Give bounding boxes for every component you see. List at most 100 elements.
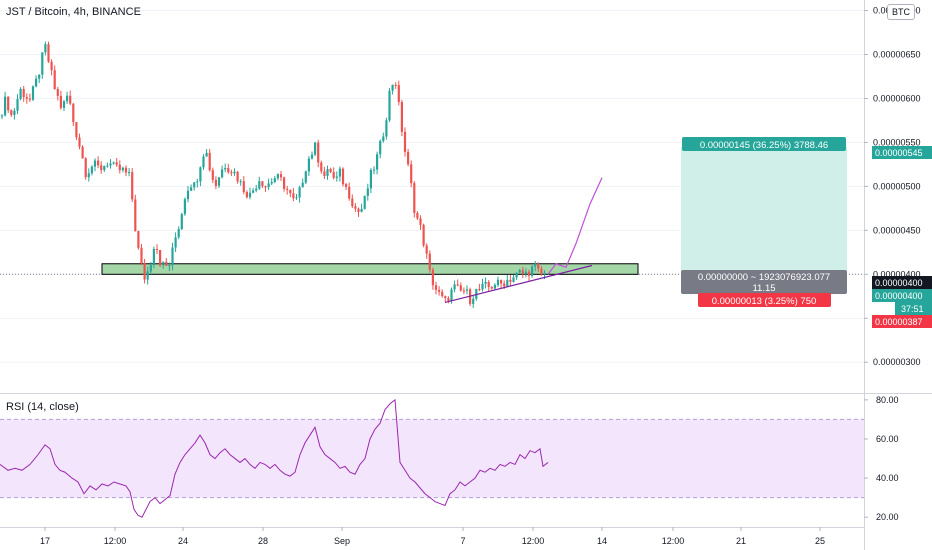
candle-body	[459, 285, 462, 291]
price-tick-label: 0.00000550	[873, 137, 921, 147]
candle-body	[44, 44, 47, 53]
candle-body	[310, 154, 314, 159]
candle-body	[493, 284, 496, 289]
candle-body	[118, 164, 121, 171]
candle-body	[475, 288, 478, 299]
candle-body	[109, 163, 112, 166]
rsi-axis[interactable]: 20.00 40.00 60.00 80.00	[864, 395, 899, 522]
candle-body	[115, 162, 118, 165]
candle-body	[450, 289, 453, 301]
candle-body	[438, 289, 441, 292]
candle-body	[171, 247, 174, 266]
candle-body	[462, 290, 465, 292]
price-tick-label: 0.00000500	[873, 181, 921, 191]
support-zone	[101, 263, 639, 275]
trend-drawings	[444, 177, 603, 304]
candle-body	[236, 171, 239, 182]
candle-body	[298, 187, 301, 198]
candle-body	[385, 120, 388, 137]
candle-body	[326, 169, 329, 177]
candle-body	[245, 192, 248, 198]
candle-body	[534, 263, 537, 267]
time-tick-label: 12:00	[104, 536, 127, 546]
long-position-tool	[681, 146, 847, 286]
countdown-tag-bg	[895, 302, 932, 315]
candle-body	[372, 169, 376, 171]
candle-body	[500, 279, 503, 284]
candle-body	[53, 70, 56, 90]
candle-body	[35, 78, 38, 87]
candle-body	[264, 186, 267, 188]
price-tick-label: 0.00000400	[873, 269, 921, 279]
candle-body	[180, 214, 183, 230]
entry-label-line1: 0.00000000 ~ 1923076923.077	[698, 272, 830, 283]
candle-body	[422, 224, 425, 246]
time-axis[interactable]: 17 12:00 24 28 Sep 7 12:00 14 12:00 21 25	[40, 527, 825, 546]
candle-body	[50, 61, 53, 71]
candle-body	[403, 131, 407, 152]
candle-body	[69, 95, 72, 104]
price-tick-label: 0.00000450	[873, 225, 921, 235]
candle-body	[382, 136, 385, 141]
candle-body	[112, 162, 115, 164]
symbol-title[interactable]: JST / Bitcoin, 4h, BINANCE	[6, 6, 141, 18]
candle-body	[419, 218, 422, 225]
currency-badge[interactable]: BTC	[887, 4, 915, 20]
candle-body	[4, 96, 7, 116]
candle-body	[304, 171, 307, 183]
position-labels: 0.00000145 (36.25%) 3788.46 0.00000000 ~…	[681, 137, 847, 307]
candle-body	[152, 249, 155, 266]
candle-body	[317, 142, 320, 163]
candle-body	[276, 174, 279, 179]
candle-body	[137, 231, 140, 248]
time-tick-label: 25	[815, 536, 825, 546]
candle-body	[283, 177, 286, 189]
candle-body	[134, 199, 137, 232]
time-tick-label: Sep	[334, 536, 350, 546]
current-price-tag-bg	[872, 276, 932, 289]
candle-body	[524, 271, 527, 274]
candle-body	[286, 188, 289, 190]
candle-body	[416, 212, 419, 219]
candle-body	[162, 261, 165, 266]
candle-body	[307, 158, 310, 172]
rsi-line	[0, 398, 549, 518]
candle-body	[515, 272, 518, 278]
candle-body	[174, 237, 177, 248]
candle-body	[270, 181, 273, 184]
candle-body	[25, 97, 28, 99]
candle-body	[31, 86, 35, 100]
candle-body	[183, 199, 186, 215]
candle-body	[10, 110, 13, 115]
time-tick-label: 21	[736, 536, 746, 546]
candle-body	[379, 140, 382, 155]
candle-body	[87, 173, 90, 178]
candle-body	[301, 182, 304, 188]
entry-label-line2: 11.15	[752, 283, 775, 294]
main-pane: 0.00000145 (36.25%) 3788.46 0.00000000 ~…	[0, 10, 864, 363]
candle-body	[217, 177, 221, 186]
time-tick-label: 14	[597, 536, 607, 546]
candle-body	[177, 229, 180, 238]
candle-body	[366, 188, 369, 196]
candle-body	[410, 164, 413, 184]
time-tick-label: 28	[258, 536, 268, 546]
candle-body	[431, 269, 434, 286]
rsi-pane	[0, 398, 864, 518]
stop-label-bg	[698, 293, 831, 307]
candle-body	[168, 265, 171, 267]
candle-body	[354, 206, 357, 209]
candle-body	[509, 279, 512, 282]
candle-body	[527, 271, 531, 276]
candle-body	[78, 137, 81, 147]
candle-body	[248, 192, 252, 198]
candle-body	[400, 101, 403, 132]
time-tick-label: 17	[40, 536, 50, 546]
rsi-tick-label: 80.00	[876, 395, 899, 405]
price-tick-label: 0.00000650	[873, 50, 921, 60]
candle-body	[345, 184, 348, 187]
candle-body	[227, 168, 230, 173]
rsi-indicator-label[interactable]: RSI (14, close)	[6, 401, 79, 413]
candle-body	[506, 279, 509, 287]
candle-body	[369, 169, 372, 189]
